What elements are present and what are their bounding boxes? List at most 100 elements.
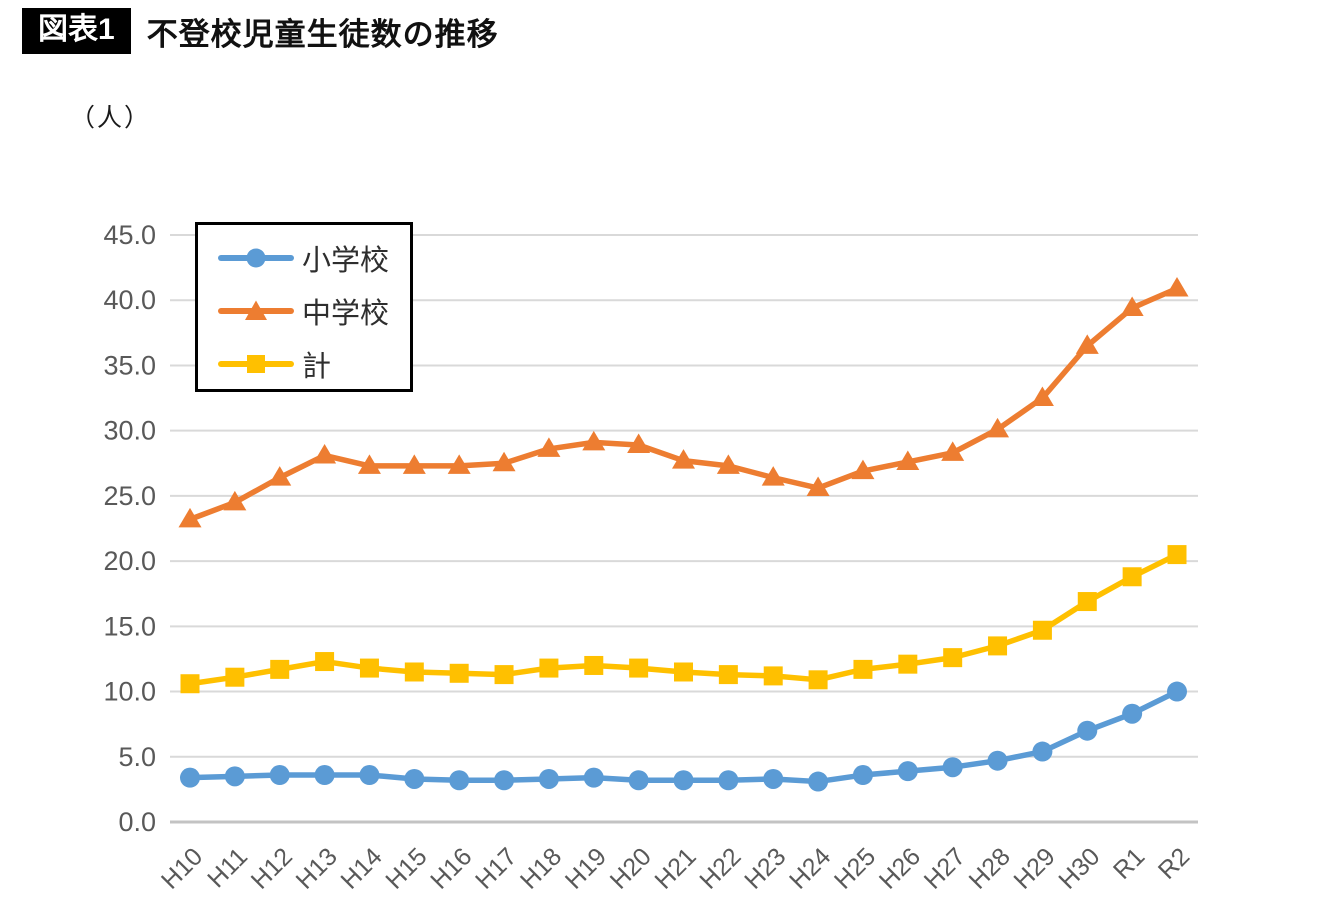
x-axis-tick-label: H20 <box>605 842 657 894</box>
data-point-total <box>315 652 335 672</box>
data-point-elementary <box>538 768 559 789</box>
chart-header: 図表1 不登校児童生徒数の推移 <box>22 8 499 54</box>
x-axis-tick-label: H27 <box>919 842 971 894</box>
data-point-elementary <box>314 765 335 786</box>
data-point-elementary <box>763 768 784 789</box>
data-point-total <box>943 648 963 668</box>
y-axis-tick-label: 30.0 <box>103 416 156 446</box>
data-point-total <box>180 674 200 694</box>
data-point-total <box>763 666 783 686</box>
x-axis-tick-label: H25 <box>829 842 881 894</box>
y-axis-tick-label: 45.0 <box>103 220 156 250</box>
data-point-junior-high <box>1075 334 1099 354</box>
data-point-elementary <box>359 765 380 786</box>
data-point-elementary <box>269 765 290 786</box>
data-point-total <box>449 663 469 683</box>
legend-item-total: 計 <box>218 343 410 385</box>
data-point-junior-high <box>402 454 426 474</box>
data-point-junior-high <box>672 449 695 469</box>
data-point-total <box>270 659 290 679</box>
x-axis-tick-label: H21 <box>650 842 702 894</box>
x-axis-tick-label: H19 <box>560 842 612 894</box>
x-axis-tick-label: H26 <box>874 842 926 894</box>
figure-tag-badge: 図表1 <box>22 8 131 54</box>
x-axis-tick-label: H10 <box>156 842 208 894</box>
data-point-junior-high <box>537 437 561 457</box>
x-axis-tick-label: H17 <box>470 842 522 894</box>
legend: 小学校中学校計 <box>195 222 413 392</box>
data-point-junior-high <box>1120 296 1144 317</box>
data-point-junior-high <box>986 417 1010 438</box>
data-point-elementary <box>852 765 873 786</box>
data-point-elementary <box>1077 720 1098 741</box>
data-point-junior-high <box>447 454 471 474</box>
data-point-total <box>1032 620 1052 640</box>
data-point-junior-high <box>1165 276 1189 297</box>
page-title: 不登校児童生徒数の推移 <box>146 16 499 52</box>
data-point-elementary <box>1032 741 1053 762</box>
legend-label: 小学校 <box>302 245 390 277</box>
legend-label: 計 <box>302 351 332 383</box>
data-point-junior-high <box>896 450 920 470</box>
data-point-total <box>898 654 918 674</box>
y-axis-tick-label: 35.0 <box>103 350 156 380</box>
x-axis-tick-label: R2 <box>1153 842 1195 884</box>
data-point-junior-high <box>268 466 292 486</box>
y-axis-tick-label: 10.0 <box>103 677 156 707</box>
y-axis-tick-label: 5.0 <box>118 742 156 772</box>
data-point-junior-high <box>313 443 337 464</box>
data-point-total <box>988 636 1008 656</box>
data-point-junior-high <box>627 433 651 454</box>
x-axis-tick-label: H23 <box>739 842 791 894</box>
x-axis-tick-label: H28 <box>964 842 1016 894</box>
data-point-elementary <box>808 771 829 792</box>
data-point-total <box>359 658 379 678</box>
x-axis-tick-label: H30 <box>1053 842 1105 894</box>
data-point-elementary <box>1167 681 1187 702</box>
data-point-elementary <box>628 770 649 791</box>
data-point-total <box>629 658 649 678</box>
data-point-junior-high <box>941 441 965 461</box>
data-point-total <box>404 662 424 682</box>
data-point-total <box>674 662 693 682</box>
y-axis-tick-label: 40.0 <box>103 285 156 315</box>
data-point-elementary <box>987 750 1008 771</box>
data-point-total <box>1167 545 1187 565</box>
data-point-total <box>1077 592 1097 612</box>
data-point-elementary <box>404 768 425 789</box>
data-point-total <box>853 659 873 679</box>
data-point-total <box>1122 567 1142 587</box>
x-axis-tick-label: H13 <box>291 842 343 894</box>
x-axis-tick-label: H22 <box>694 842 746 894</box>
series-line-elementary <box>187 688 1180 785</box>
data-point-junior-high <box>806 476 830 497</box>
legend-triangle-marker-icon <box>218 300 294 320</box>
data-point-elementary <box>942 757 963 778</box>
data-point-total <box>539 658 559 678</box>
data-point-total <box>584 655 604 675</box>
data-point-elementary <box>718 770 739 791</box>
data-point-junior-high <box>1030 386 1054 407</box>
x-axis-tick-label: H16 <box>425 842 477 894</box>
y-axis-tick-label: 0.0 <box>118 807 156 837</box>
y-axis-tick-label: 15.0 <box>103 611 156 641</box>
x-axis-tick-label: H29 <box>1008 842 1060 894</box>
y-axis-tick-label: 25.0 <box>103 481 156 511</box>
data-point-junior-high <box>357 454 381 474</box>
x-axis-tick-label: H11 <box>202 842 253 893</box>
data-point-elementary <box>897 761 918 782</box>
x-axis-tick-label: H14 <box>335 842 387 894</box>
y-axis-tick-label: 20.0 <box>103 546 156 576</box>
legend-item-elementary: 小学校 <box>218 237 410 279</box>
data-point-total <box>718 665 738 685</box>
data-point-total <box>225 667 245 687</box>
data-point-total <box>494 665 514 685</box>
x-axis-tick-label: H12 <box>246 842 298 894</box>
data-point-elementary <box>1122 703 1143 724</box>
data-point-elementary <box>180 767 200 788</box>
data-point-elementary <box>494 770 515 791</box>
y-axis-unit-label: （人） <box>70 104 152 132</box>
data-point-junior-high <box>851 459 875 480</box>
data-point-elementary <box>449 770 470 791</box>
legend-item-junior-high: 中学校 <box>218 290 410 332</box>
